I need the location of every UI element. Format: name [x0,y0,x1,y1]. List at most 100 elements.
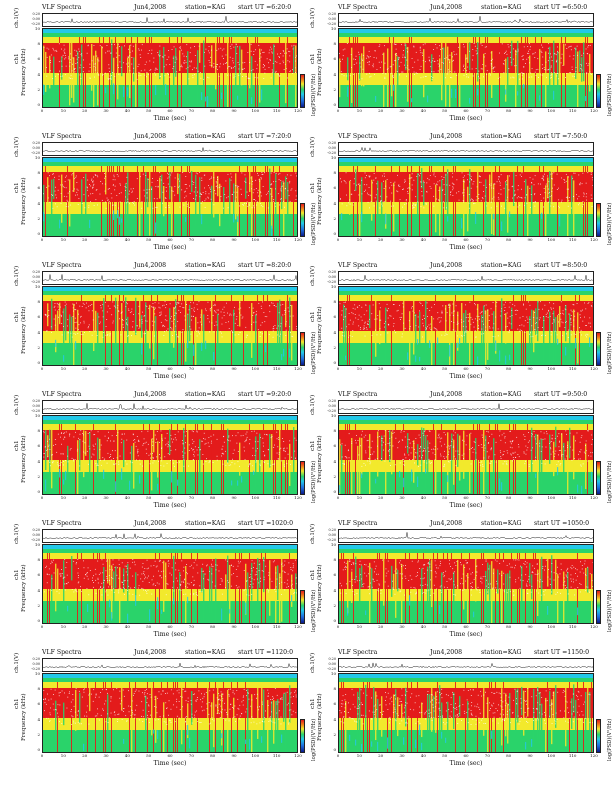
spectrogram-ylabel-ch: ch1 [14,311,20,322]
freq-tick-label: 2 [333,602,336,608]
time-tick-label: 0 [40,495,44,500]
time-tick-label: 110 [568,237,577,242]
ts-ylabel: ch.1(V) [310,652,316,673]
freq-tick-label: 2 [37,86,40,92]
ts-tick-labels: 0.20 0.00 -0.20 [322,657,337,672]
ts-tick-labels: 0.20 0.00 -0.20 [26,270,41,285]
time-tick-label: 50 [146,624,152,629]
freq-tick-label: 4 [333,458,336,464]
panel-header: VLF Spectra Jun4,2008 station=KAG start UT … [42,133,302,142]
freq-tick-labels: 10 8 6 4 2 0 [30,284,41,366]
time-tick-label: 90 [231,624,237,629]
panel-header: VLF Spectra Jun4,2008 station=KAG start UT … [338,391,598,400]
colorbar-label: log(PSD)(V²/Hz) [607,460,612,503]
ts-tick-label: 0.20 [328,270,336,274]
waveform-trace [339,662,593,669]
freq-tick-label: 4 [37,587,40,593]
time-tick-label: 70 [188,237,194,242]
time-tick-labels: 0 10 20 30 40 50 60 70 80 90 100 110 120 [337,108,598,115]
spectrogram-ylabel-ch: ch1 [14,53,20,64]
ts-tick-label: 0.20 [32,657,40,661]
colorbar-label: log(PSD)(V²/Hz) [607,73,612,116]
freq-tick-label: 0 [333,231,336,236]
time-tick-label: 70 [484,108,490,113]
ts-tick-label: 0.00 [328,404,336,408]
spectrogram-ylabel-ch: ch1 [310,182,316,193]
time-axis-label: Time (sec) [153,631,187,638]
spectrogram-panel: VLF Spectra Jun4,2008 station=KAG start UT … [308,649,612,775]
time-tick-label: 40 [420,108,426,113]
panel-header: VLF Spectra Jun4,2008 station=KAG start UT … [42,391,302,400]
spectrogram-panel: VLF Spectra Jun4,2008 station=KAG start UT … [308,520,612,646]
spectrogram-plot [42,673,298,753]
ts-tick-label: 0.00 [328,146,336,150]
time-tick-label: 50 [442,624,448,629]
ts-tick-labels: 0.20 0.00 -0.20 [322,528,337,543]
time-series-plot [338,400,594,414]
waveform-trace [339,403,593,411]
ts-tick-label: 0.20 [32,12,40,16]
time-tick-label: 120 [590,624,598,629]
waveform-trace [43,403,297,411]
spectrogram-panel: VLF Spectra Jun4,2008 station=KAG start UT … [12,4,317,130]
spectrogram-ylabel-ch: ch1 [310,311,316,322]
panel-title: VLF Spectra [338,133,378,140]
time-tick-label: 90 [231,753,237,758]
time-tick-label: 120 [294,753,302,758]
time-series-plot [338,142,594,156]
freq-tick-label: 0 [333,618,336,623]
time-tick-label: 100 [251,624,260,629]
time-tick-label: 90 [527,366,533,371]
time-tick-label: 80 [210,495,216,500]
time-axis-label: Time (sec) [153,244,187,251]
ts-tick-labels: 0.20 0.00 -0.20 [322,141,337,156]
panel-title: VLF Spectra [42,391,82,398]
freq-tick-label: 6 [37,56,40,62]
time-tick-label: 30 [399,753,405,758]
freq-tick-label: 10 [330,155,336,160]
time-axis-label: Time (sec) [153,115,187,122]
ts-tick-label: -0.20 [327,409,336,413]
panel-header: VLF Spectra Jun4,2008 station=KAG start UT … [42,4,302,13]
ts-tick-label: 0.20 [32,399,40,403]
time-tick-label: 30 [103,624,109,629]
colorbar [596,719,601,753]
freq-tick-label: 2 [37,731,40,737]
freq-tick-label: 4 [37,200,40,206]
freq-tick-label: 10 [34,155,40,160]
freq-tick-label: 4 [333,329,336,335]
time-tick-label: 110 [272,753,281,758]
time-axis-label: Time (sec) [449,244,483,251]
panel-station: station=KAG [481,133,522,140]
panel-date: Jun4,2008 [430,649,463,656]
freq-tick-label: 4 [37,329,40,335]
freq-tick-label: 2 [37,344,40,350]
freq-tick-labels: 10 8 6 4 2 0 [326,671,337,753]
freq-tick-label: 2 [37,473,40,479]
spectrogram-plot [338,415,594,495]
time-tick-label: 80 [506,495,512,500]
panel-start-time: start UT =8:50:0 [534,262,588,269]
time-tick-label: 70 [188,495,194,500]
time-tick-label: 20 [378,495,384,500]
time-tick-label: 70 [484,237,490,242]
time-tick-label: 120 [590,237,598,242]
panel-title: VLF Spectra [338,4,378,11]
time-tick-label: 30 [399,108,405,113]
time-tick-label: 0 [336,237,340,242]
time-tick-label: 110 [272,108,281,113]
colorbar [300,590,305,624]
freq-tick-labels: 10 8 6 4 2 0 [326,542,337,624]
panel-header: VLF Spectra Jun4,2008 station=KAG start UT … [338,649,598,658]
freq-tick-label: 0 [333,747,336,752]
ts-tick-label: 0.20 [32,141,40,145]
panel-start-time: start UT =6:20:0 [238,4,292,11]
colorbar [596,203,601,237]
time-tick-label: 30 [399,366,405,371]
ts-ylabel: ch.1(V) [310,136,316,157]
time-tick-label: 100 [251,495,260,500]
time-series-plot [338,658,594,672]
freq-tick-label: 0 [333,489,336,494]
ts-tick-label: 0.00 [328,17,336,21]
